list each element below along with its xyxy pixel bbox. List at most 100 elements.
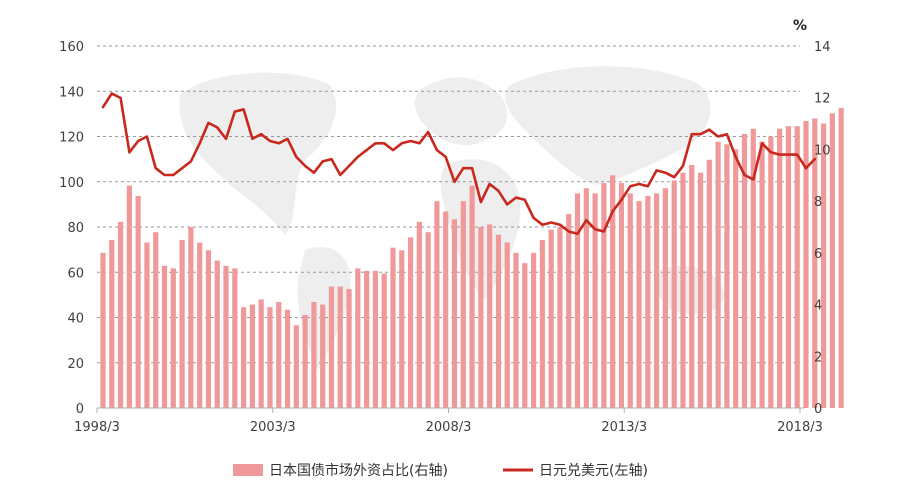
bar bbox=[232, 268, 238, 408]
bar bbox=[522, 263, 528, 408]
bar bbox=[276, 301, 282, 408]
left-axis-tick-label: 160 bbox=[59, 40, 84, 55]
bar bbox=[689, 164, 695, 408]
bar bbox=[100, 252, 106, 408]
bar bbox=[574, 193, 581, 408]
bar bbox=[328, 286, 335, 408]
bar bbox=[381, 273, 387, 408]
x-axis-tick-label: 1998/3 bbox=[74, 420, 120, 435]
line-path bbox=[101, 92, 817, 236]
left-axis-tick-label: 100 bbox=[59, 176, 84, 191]
bar bbox=[170, 268, 176, 408]
bar bbox=[144, 242, 150, 408]
right-axis-unit: % bbox=[793, 18, 807, 34]
bar bbox=[407, 237, 414, 408]
bar bbox=[434, 201, 440, 408]
bar bbox=[302, 314, 308, 408]
left-axis-tick-label: 0 bbox=[76, 402, 84, 417]
bar bbox=[425, 232, 431, 408]
right-axis-tick-label: 8 bbox=[814, 195, 822, 210]
bar bbox=[539, 239, 545, 408]
legend-label-line: 日元兑美元(左轴) bbox=[539, 463, 648, 479]
bar bbox=[197, 242, 203, 408]
bar bbox=[733, 149, 739, 408]
bar bbox=[346, 289, 352, 408]
right-axis-tick-label: 10 bbox=[814, 143, 831, 158]
bar bbox=[293, 325, 299, 408]
bar bbox=[320, 304, 326, 408]
bar bbox=[812, 118, 818, 409]
bar bbox=[777, 128, 783, 408]
left-axis-tick-label: 140 bbox=[59, 85, 84, 100]
bar bbox=[741, 133, 748, 408]
bar bbox=[241, 307, 247, 408]
bar bbox=[126, 185, 132, 408]
bar bbox=[706, 159, 712, 408]
bar bbox=[557, 227, 563, 408]
bar bbox=[443, 211, 449, 408]
bar bbox=[364, 270, 370, 408]
bar bbox=[513, 252, 519, 408]
x-axis-tick-label: 2013/3 bbox=[601, 420, 647, 435]
bar bbox=[530, 252, 537, 408]
bar bbox=[284, 309, 291, 408]
bar bbox=[785, 126, 792, 409]
bar bbox=[697, 172, 704, 408]
bar bbox=[636, 201, 642, 408]
bar bbox=[794, 126, 800, 409]
bar bbox=[662, 188, 668, 408]
bar bbox=[583, 188, 589, 408]
bar bbox=[592, 193, 598, 408]
bar bbox=[117, 221, 124, 408]
bar bbox=[223, 265, 229, 408]
bar-series-foreign-share bbox=[100, 108, 844, 409]
bar bbox=[566, 214, 572, 408]
bar bbox=[820, 123, 827, 409]
bar bbox=[645, 195, 651, 408]
bar bbox=[495, 234, 502, 408]
bar bbox=[715, 141, 721, 408]
axes: 0 20 40 60 80 100 120 140 160 0 2 4 6 8 10 12 14 1998/3 20… bbox=[59, 40, 830, 435]
bar bbox=[654, 193, 660, 408]
bar bbox=[750, 128, 756, 408]
bar bbox=[372, 270, 379, 408]
bar bbox=[249, 304, 255, 408]
bar bbox=[390, 247, 396, 408]
bar bbox=[311, 301, 317, 408]
left-axis-tick-label: 20 bbox=[67, 357, 84, 372]
right-axis-tick-label: 6 bbox=[814, 247, 822, 262]
bar bbox=[724, 144, 730, 408]
right-axis-tick-label: 0 bbox=[814, 402, 822, 417]
bar bbox=[478, 227, 484, 408]
bar bbox=[759, 141, 765, 408]
bar bbox=[355, 268, 361, 408]
bar bbox=[451, 219, 458, 408]
bar bbox=[469, 185, 475, 408]
bar bbox=[803, 120, 809, 408]
bar bbox=[161, 265, 168, 408]
left-axis-tick-label: 80 bbox=[67, 221, 84, 236]
x-axis-tick-label: 2008/3 bbox=[426, 420, 472, 435]
bar bbox=[487, 224, 493, 408]
bar bbox=[205, 250, 212, 408]
bar bbox=[618, 183, 625, 408]
bar bbox=[188, 227, 194, 408]
legend: 日本国债市场外资占比(右轴) 日元兑美元(左轴) bbox=[233, 462, 648, 479]
bar bbox=[504, 242, 510, 408]
right-axis-tick-label: 2 bbox=[814, 350, 822, 365]
left-axis-tick-label: 60 bbox=[67, 266, 84, 281]
bar bbox=[610, 175, 616, 408]
bar bbox=[267, 307, 273, 408]
right-axis-tick-label: 4 bbox=[814, 299, 822, 314]
x-axis-tick-label: 2003/3 bbox=[250, 420, 296, 435]
bar bbox=[109, 239, 115, 408]
legend-swatch-bar bbox=[233, 464, 263, 476]
bar bbox=[627, 193, 633, 408]
bar bbox=[214, 260, 220, 408]
right-axis-tick-label: 12 bbox=[814, 92, 831, 107]
left-axis-tick-label: 120 bbox=[59, 131, 84, 146]
bar bbox=[416, 221, 422, 408]
bar bbox=[671, 180, 677, 408]
legend-label-bar: 日本国债市场外资占比(右轴) bbox=[269, 462, 448, 479]
